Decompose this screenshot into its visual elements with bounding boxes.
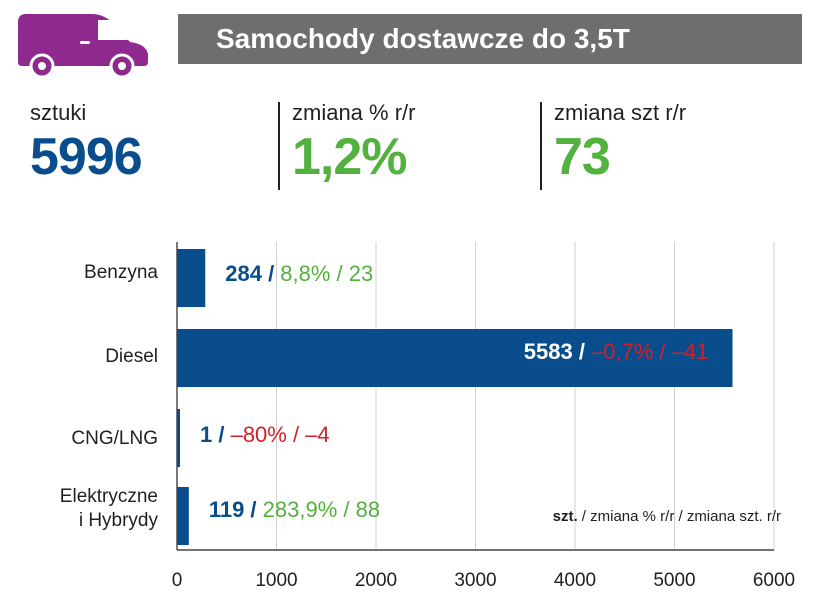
x-tick-label: 2000 (355, 570, 397, 591)
category-label: CNG/LNG (71, 428, 158, 449)
x-tick-label: 1000 (255, 570, 297, 591)
category-label: Benzyna (84, 262, 158, 283)
data-label: 5583 / –0,7% / –41 (524, 339, 709, 364)
bar (177, 409, 180, 467)
kpi-percent-change: zmiana % r/r 1,2% (292, 100, 415, 186)
data-label-change: –0,7% / –41 (591, 339, 708, 364)
bar (177, 487, 189, 545)
kpi-percent-change-value: 1,2% (292, 128, 408, 186)
data-label-change: 283,9% / 88 (263, 497, 380, 522)
van-icon (18, 14, 148, 76)
kpi-unit-change: zmiana szt r/r 73 (554, 100, 686, 186)
data-label-count: 5583 / (524, 339, 591, 364)
bar (177, 249, 206, 307)
data-label: 119 / 283,9% / 88 (209, 497, 380, 522)
data-label-count: 1 / (200, 422, 231, 447)
data-label-count: 119 / (209, 497, 263, 522)
category-label: Elektryczne (60, 486, 158, 507)
van-window (98, 20, 128, 40)
x-tick-label: 6000 (753, 570, 795, 591)
x-tick-label: 3000 (454, 570, 496, 591)
bar (177, 329, 733, 387)
category-label: Diesel (105, 346, 158, 367)
category-label: i Hybrydy (79, 510, 159, 531)
kpi-divider (540, 102, 542, 190)
x-tick-label: 4000 (554, 570, 596, 591)
data-label-count: 284 / (225, 261, 280, 286)
x-tick-label: 5000 (653, 570, 695, 591)
data-label: 1 / –80% / –4 (200, 422, 330, 447)
chart-legend-rest: / zmiana % r/r / zmiana szt. r/r (578, 508, 781, 525)
van-handle (80, 41, 90, 44)
data-label: 284 / 8,8% / 23 (225, 261, 373, 286)
page-title: Samochody dostawcze do 3,5T (178, 14, 802, 64)
kpi-unit-change-value: 73 (554, 128, 611, 186)
kpi-unit-change-label: zmiana szt r/r (554, 100, 687, 125)
data-label-change: –80% / –4 (231, 422, 330, 447)
x-tick-label: 0 (172, 570, 183, 591)
kpi-percent-change-label: zmiana % r/r (292, 100, 416, 125)
data-label-change: 8,8% / 23 (280, 261, 373, 286)
kpi-units: sztuki 5996 (30, 100, 143, 186)
kpi-divider (278, 102, 280, 190)
chart-legend-bold: szt. (553, 508, 578, 525)
chart-legend: szt. / zmiana % r/r / zmiana szt. r/r (553, 508, 781, 525)
kpi-units-value: 5996 (30, 128, 143, 186)
kpi-units-label: sztuki (30, 100, 87, 125)
